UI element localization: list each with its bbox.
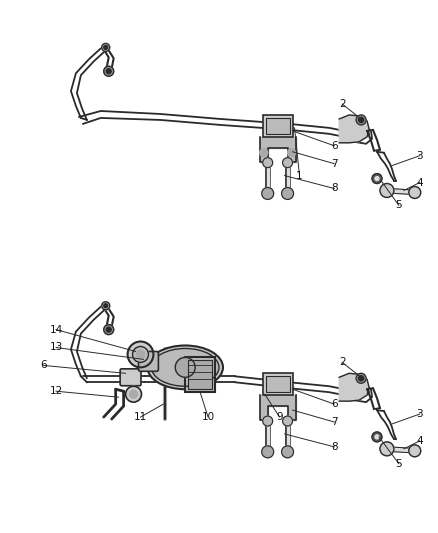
Bar: [266, 118, 290, 134]
Text: 6: 6: [331, 399, 338, 409]
Text: 10: 10: [201, 412, 215, 422]
Circle shape: [126, 386, 141, 402]
Circle shape: [106, 69, 111, 74]
Text: 1: 1: [296, 171, 303, 181]
Circle shape: [282, 188, 293, 199]
Circle shape: [127, 342, 153, 367]
Circle shape: [380, 442, 394, 456]
Circle shape: [262, 188, 274, 199]
Circle shape: [137, 351, 145, 358]
Text: 2: 2: [339, 358, 346, 367]
Text: 6: 6: [331, 141, 338, 151]
Circle shape: [130, 390, 138, 398]
Text: 7: 7: [331, 417, 338, 427]
Circle shape: [356, 373, 366, 383]
Circle shape: [282, 446, 293, 458]
Circle shape: [263, 158, 273, 168]
Bar: [263, 373, 293, 395]
Text: 11: 11: [134, 412, 147, 422]
Text: 12: 12: [49, 386, 63, 396]
Text: 9: 9: [276, 412, 283, 422]
Circle shape: [359, 376, 364, 381]
Circle shape: [104, 304, 108, 308]
Text: 6: 6: [40, 360, 46, 370]
Bar: [266, 376, 290, 392]
Circle shape: [262, 446, 274, 458]
Text: 14: 14: [49, 325, 63, 335]
FancyBboxPatch shape: [120, 369, 141, 386]
Circle shape: [409, 187, 421, 198]
Polygon shape: [339, 373, 369, 401]
Circle shape: [372, 432, 382, 442]
Circle shape: [283, 416, 293, 426]
Circle shape: [375, 435, 379, 439]
Circle shape: [104, 45, 108, 50]
Circle shape: [288, 149, 296, 157]
Circle shape: [356, 115, 366, 125]
Text: 8: 8: [331, 442, 338, 452]
Circle shape: [102, 302, 110, 310]
Ellipse shape: [148, 345, 223, 389]
Circle shape: [102, 43, 110, 51]
Circle shape: [409, 445, 421, 457]
Text: 3: 3: [417, 151, 423, 161]
Bar: [185, 358, 215, 392]
Circle shape: [106, 327, 111, 332]
Text: 5: 5: [396, 200, 402, 211]
Circle shape: [375, 176, 379, 181]
Text: 13: 13: [49, 343, 63, 352]
Text: 4: 4: [417, 177, 423, 188]
Circle shape: [283, 158, 293, 168]
Circle shape: [133, 346, 148, 362]
Bar: [188, 360, 212, 389]
Polygon shape: [260, 137, 296, 161]
Circle shape: [380, 183, 394, 197]
Text: 7: 7: [331, 159, 338, 168]
Ellipse shape: [152, 349, 219, 386]
Text: 2: 2: [339, 99, 346, 109]
Circle shape: [260, 149, 268, 157]
Circle shape: [175, 358, 195, 377]
Polygon shape: [260, 395, 296, 420]
Text: 4: 4: [417, 436, 423, 446]
Text: 8: 8: [331, 183, 338, 193]
Circle shape: [104, 325, 114, 335]
FancyBboxPatch shape: [138, 351, 159, 372]
Text: 3: 3: [417, 409, 423, 419]
Polygon shape: [339, 115, 369, 143]
Circle shape: [104, 66, 114, 76]
Circle shape: [263, 416, 273, 426]
Bar: [263, 115, 293, 137]
Text: 5: 5: [396, 459, 402, 469]
Circle shape: [359, 117, 364, 123]
Circle shape: [372, 174, 382, 183]
